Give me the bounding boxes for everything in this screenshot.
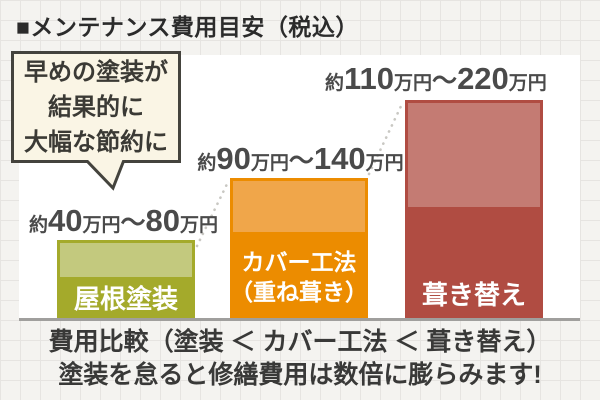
bar-roof-painting-range (57, 240, 195, 280)
bar-label: 屋根塗装 (57, 280, 195, 318)
value-separator: 〜 (432, 67, 458, 95)
savings-callout: 早めの塗装が 結果的に 大幅な節約に (11, 51, 181, 191)
bar-label: カバー工法 （重ね葺き） (230, 235, 368, 318)
bar-reroofing: 葺き替え (405, 100, 543, 318)
page-title: ■メンテナンス費用目安（税込） (16, 14, 359, 40)
value-unit: 万円 (250, 153, 289, 174)
value-max: 220 (457, 61, 509, 96)
value-min: 90 (216, 141, 251, 176)
value-approx: 約 (197, 153, 217, 174)
footer-comparison-line: 費用比較（塗装 ＜ カバー工法 ＜ 葺き替え） (48, 328, 552, 356)
callout-tail (85, 160, 125, 191)
bar-cover-method-range (230, 178, 368, 235)
value-unit: 万円 (365, 153, 404, 174)
bar-cover-method: カバー工法 （重ね葺き） (230, 178, 368, 318)
value-label-reroofing: 約110万円〜220万円 (325, 61, 547, 97)
value-min: 40 (48, 203, 83, 238)
value-unit: 万円 (82, 215, 121, 236)
bar-label-line: カバー工法 (241, 248, 357, 275)
bar-label: 葺き替え (405, 210, 543, 318)
value-unit: 万円 (394, 73, 433, 94)
value-unit: 万円 (180, 215, 219, 236)
callout-line-1: 早めの塗装が (24, 59, 168, 86)
value-approx: 約 (28, 215, 48, 236)
bar-label-line: 屋根塗装 (73, 284, 178, 314)
bar-roof-painting: 屋根塗装 (57, 240, 195, 318)
value-max: 140 (313, 141, 366, 176)
bar-label-line: （重ね葺き） (230, 278, 368, 305)
footer-note: 費用比較（塗装 ＜ カバー工法 ＜ 葺き替え） 塗装を怠ると修繕費用は数倍に膨ら… (0, 326, 600, 392)
value-approx: 約 (325, 73, 345, 94)
footer-warning-line: 塗装を怠ると修繕費用は数倍に膨らみます! (58, 361, 542, 389)
value-separator: 〜 (120, 209, 146, 237)
value-separator: 〜 (288, 147, 314, 175)
value-label-cover-method: 約90万円〜140万円 (178, 141, 423, 177)
value-max: 80 (145, 203, 180, 238)
value-label-roof-painting: 約40万円〜80万円 (16, 203, 231, 239)
value-unit: 万円 (508, 73, 547, 94)
callout-line-3: 大幅な節約に (24, 129, 168, 156)
bar-label-line: 葺き替え (421, 280, 526, 310)
value-min: 110 (344, 61, 395, 96)
callout-line-2: 結果的に (48, 94, 144, 121)
bar-reroofing-range (405, 100, 543, 210)
